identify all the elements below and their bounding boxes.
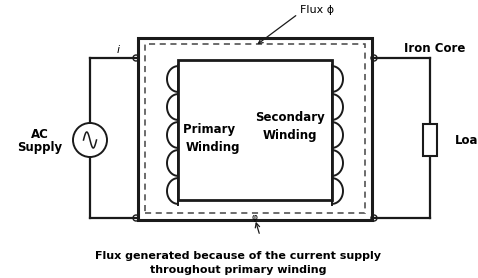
- Text: Flux ϕ: Flux ϕ: [300, 5, 334, 15]
- Text: Winding: Winding: [186, 142, 240, 155]
- Text: Load: Load: [455, 133, 478, 147]
- Text: AC: AC: [31, 128, 49, 140]
- Text: φ: φ: [252, 212, 258, 222]
- Text: Supply: Supply: [17, 140, 63, 153]
- Bar: [423, 124, 437, 156]
- Text: throughout primary winding: throughout primary winding: [150, 265, 326, 275]
- Text: Iron Core: Iron Core: [404, 41, 466, 54]
- Text: Secondary: Secondary: [255, 111, 325, 125]
- Text: Flux generated because of the current supply: Flux generated because of the current su…: [95, 251, 381, 261]
- Text: i: i: [117, 45, 120, 55]
- Text: Primary: Primary: [183, 123, 243, 136]
- Text: Winding: Winding: [263, 128, 317, 142]
